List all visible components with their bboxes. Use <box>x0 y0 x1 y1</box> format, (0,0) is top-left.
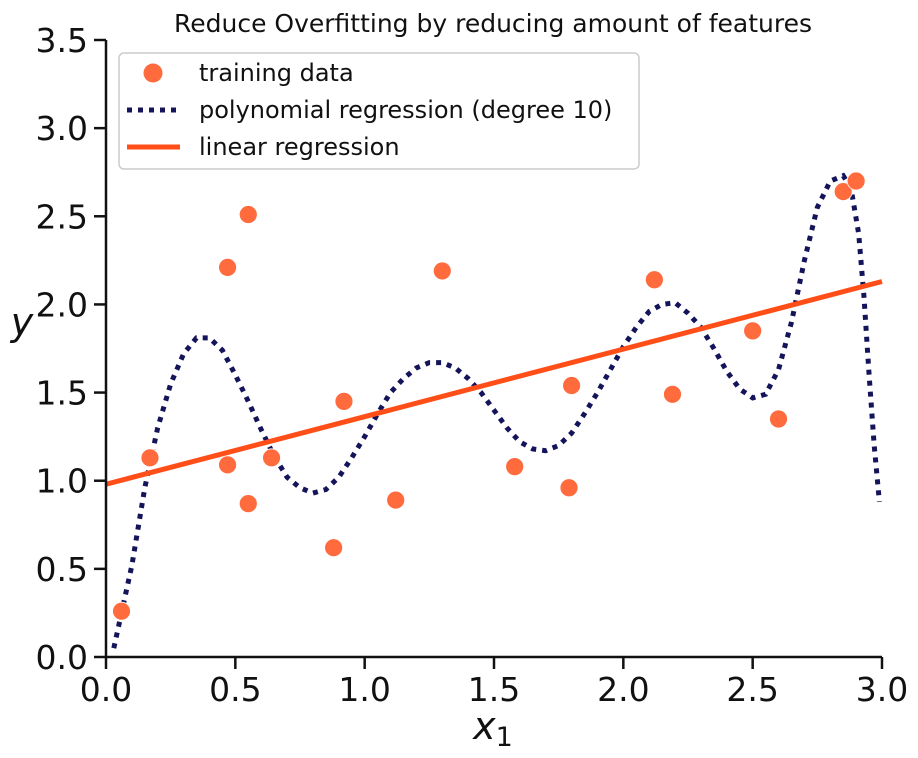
legend-entries: training data polynomial regression (degr… <box>127 59 612 161</box>
legend: training data polynomial regression (degr… <box>118 52 640 170</box>
training-data-point <box>386 490 406 510</box>
training-data-point <box>559 478 579 498</box>
legend-frame <box>118 52 640 170</box>
training-data-point <box>663 384 682 404</box>
training-data-point <box>140 448 160 468</box>
linear-regression-line <box>105 279 883 487</box>
training-data-point <box>262 448 281 468</box>
y-tick-label: 2.5 <box>36 197 88 236</box>
x-tick-label: 2.5 <box>726 670 778 709</box>
training-data-point <box>432 261 452 281</box>
chart-title: Reduce Overfitting by reducing amount of… <box>174 9 812 38</box>
y-axis-label: y <box>10 300 34 344</box>
x-tick-label: 0.0 <box>80 670 132 709</box>
y-tick-label: 2.0 <box>36 285 88 324</box>
training-data-point <box>644 270 664 290</box>
y-tick-label: 0.5 <box>36 550 88 589</box>
x-tick-label: 1.5 <box>468 670 520 709</box>
x-tick-label: 1.0 <box>338 670 390 709</box>
y-tick-label: 1.5 <box>36 374 88 413</box>
ticks-layer: 0.0 0.5 1.0 1.5 2.0 2.5 3.0 0.0 0.5 1.0 1.5 2.0 2.5 3… <box>36 21 909 709</box>
y-tick-label: 3.5 <box>36 21 88 60</box>
polynomial-regression-line <box>111 172 882 649</box>
legend-label: linear regression <box>199 133 400 161</box>
training-data-point <box>846 171 866 191</box>
y-tick-label: 1.0 <box>36 462 88 501</box>
training-data-point <box>324 538 344 558</box>
training-data-point <box>218 258 237 277</box>
x-axis-label-sub: 1 <box>496 722 513 753</box>
training-data-point <box>562 376 581 395</box>
training-data-point <box>769 409 788 429</box>
legend-label: training data <box>199 59 354 87</box>
training-data-point <box>505 457 525 477</box>
y-tick-label: 0.0 <box>36 638 88 677</box>
training-data-point <box>334 391 354 411</box>
training-data-point <box>238 205 258 224</box>
x-axis-label-main: x <box>472 704 496 748</box>
training-data-point <box>743 321 763 341</box>
training-data-point <box>238 494 258 514</box>
x-tick-label: 2.0 <box>597 670 649 709</box>
legend-marker-training-data <box>143 63 163 83</box>
training-data-point <box>112 601 131 621</box>
training-data-point <box>218 455 237 475</box>
legend-label: polynomial regression (degree 10) <box>199 96 612 124</box>
series-layer <box>105 171 883 649</box>
y-tick-label: 3.0 <box>36 109 88 148</box>
x-axis-label: x1 <box>472 704 513 753</box>
training-data-point <box>833 182 853 202</box>
x-tick-label: 3.0 <box>856 670 908 709</box>
x-tick-label: 0.5 <box>209 670 261 709</box>
